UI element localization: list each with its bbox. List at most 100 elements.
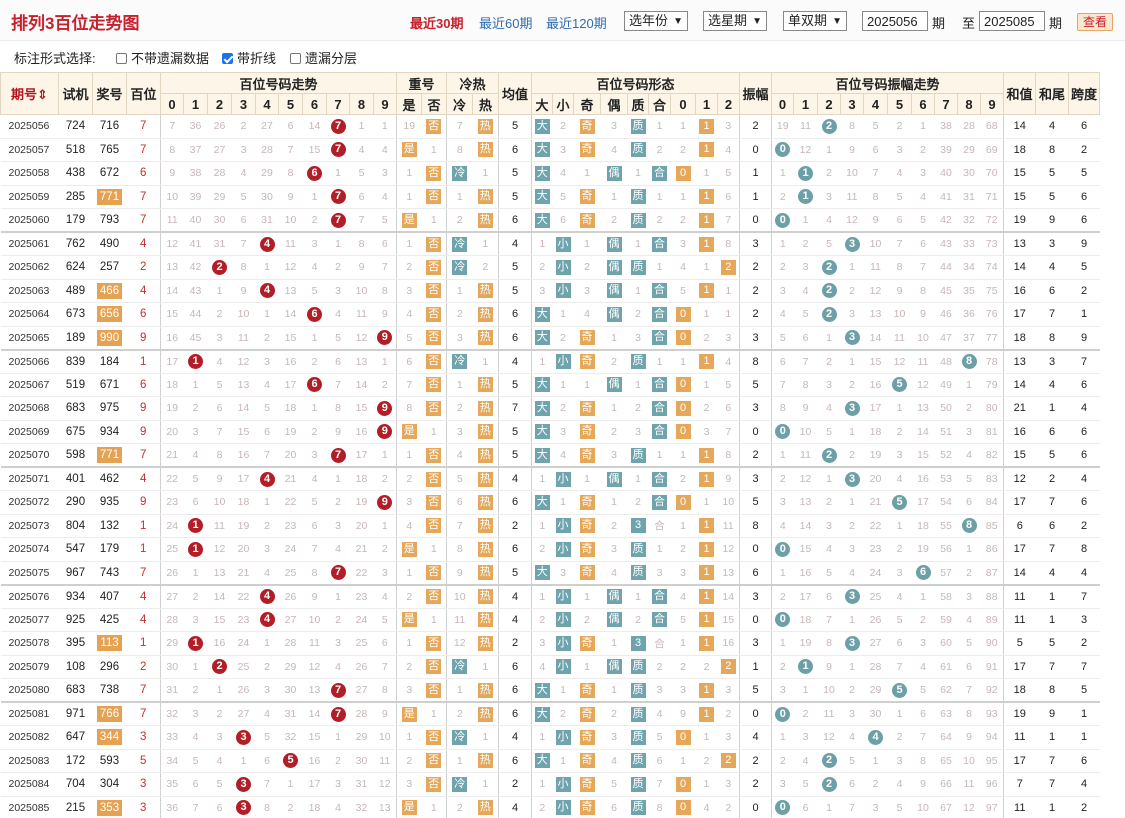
table-row: 2025062 624 257 2 13 42 2 8 1 12 4 2 9 7 2 否冷 2 5 2 小 2 偶质 1 4 1…	[0, 255, 1100, 280]
form-omission-cell: 5	[717, 161, 740, 186]
option-line[interactable]: 带折线	[222, 48, 276, 67]
amplitude-cell: 5	[739, 490, 772, 515]
test-number-cell: 624	[58, 255, 93, 280]
amp-omission-cell: 11	[840, 185, 864, 209]
recent-120-link[interactable]: 最近120期	[546, 16, 607, 31]
parity-select[interactable]: 单双期 ▼	[783, 11, 847, 31]
hot-badge: 热	[477, 565, 493, 580]
amp-omission-cell: 12	[911, 373, 935, 397]
col-issue[interactable]: 期号⇕	[0, 72, 59, 115]
test-number-cell: 647	[58, 725, 93, 750]
amp-omission-cell: 93	[980, 702, 1004, 726]
form-badge: 小	[555, 729, 571, 745]
amp-omission-cell: 5	[887, 608, 912, 632]
trend-omission-cell: 3	[183, 420, 208, 444]
table-row: 2025061 762 490 4 12 41 31 7 4 11 3 1 8 6 1 否冷 1 4 1 小 1 偶 1 合 3…	[0, 232, 1100, 256]
trend-omission-cell: 16	[349, 420, 374, 444]
amplitude-cell: 0	[739, 138, 772, 162]
form-omission-cell: 1	[670, 631, 696, 656]
amp-omission-cell: 10	[887, 302, 912, 327]
amp-hit-cell: 1	[793, 161, 818, 186]
amp-omission-cell: 68	[980, 114, 1004, 139]
form-badge: 小	[555, 283, 571, 299]
table-row: 2025084 704 304 3 35 6 5 3 7 1 17 3 31 12 3 否冷 1 2 1 小奇 5 质 7 0…	[0, 772, 1100, 797]
repeat-badge: 否	[426, 659, 442, 675]
trend-omission-cell: 6	[278, 114, 303, 139]
year-select[interactable]: 选年份 ▼	[624, 11, 688, 31]
amp-omission-cell: 46	[934, 302, 958, 327]
options-label: 标注形式选择:	[14, 51, 96, 66]
col-hot: 热	[472, 93, 499, 115]
repeat-cell: 2	[396, 749, 422, 773]
table-row: 2025080 683 738 7 31 2 1 26 3 30 13 7 27 8 3 否 1 热 6 大 1 奇 1 质 3…	[0, 678, 1100, 703]
form-badge: 质	[630, 142, 646, 158]
repeat-cell: 4	[396, 302, 422, 327]
amp-omission-cell: 43	[934, 232, 958, 256]
col-big: 大	[531, 93, 553, 115]
repeat-cell: 1	[421, 796, 447, 818]
form-hit-cell: 1	[695, 561, 718, 586]
trend-omission-cell: 2	[302, 349, 327, 374]
amp-omission-cell: 3	[840, 702, 864, 726]
trend-omission-cell: 1	[302, 185, 327, 209]
hotcold-cell: 2	[446, 208, 473, 233]
form-hit-cell: 大	[531, 208, 553, 233]
award-cell: 490	[92, 232, 127, 256]
hot-badge: 热	[477, 612, 493, 628]
sort-icon[interactable]: ⇕	[37, 87, 48, 102]
amp-omission-cell: 3	[957, 420, 981, 444]
repeat-cell: 否	[421, 655, 447, 679]
option-layer[interactable]: 遗漏分层	[290, 48, 357, 67]
hundred-digit-cell: 2	[126, 655, 161, 679]
hundred-digit-cell: 9	[126, 490, 161, 515]
query-button[interactable]: 查看	[1077, 13, 1113, 31]
repeat-cell: 1	[396, 232, 422, 256]
amp-omission-cell: 70	[980, 161, 1004, 186]
checkbox-icon[interactable]	[290, 53, 301, 64]
start-issue-input[interactable]	[862, 11, 928, 31]
end-issue-input[interactable]	[979, 11, 1045, 31]
checkbox-icon[interactable]	[222, 53, 233, 64]
checkbox-icon[interactable]	[116, 53, 127, 64]
trend-hit-cell: 7	[326, 114, 350, 139]
form-hit-cell: 0	[670, 373, 696, 397]
trend-omission-cell: 6	[207, 796, 232, 818]
trend-omission-cell: 31	[278, 702, 303, 726]
form-omission-cell: 1	[717, 279, 740, 303]
form-badge: 大	[534, 400, 550, 416]
amp-hit-cell: 2	[817, 443, 841, 468]
form-omission-cell: 1	[573, 467, 601, 491]
form-omission-cell: 3	[627, 326, 649, 351]
form-badge: 质	[630, 212, 646, 228]
form-hit-cell: 小	[552, 725, 574, 750]
trend-ball: 7	[330, 447, 346, 463]
amp-omission-cell: 12	[793, 138, 818, 162]
amp-omission-cell: 7	[911, 725, 935, 750]
form-badge: 2	[720, 259, 736, 275]
form-hit-cell: 小	[552, 631, 574, 656]
hotcold-cell: 8	[446, 537, 473, 562]
recent-30-link[interactable]: 最近30期	[410, 16, 464, 31]
weekday-select[interactable]: 选星期 ▼	[703, 11, 767, 31]
amp-digit-8: 8	[957, 93, 981, 115]
repeat-cell: 1	[421, 702, 447, 726]
form-omission-cell: 1	[552, 678, 574, 703]
award-cell: 672	[92, 161, 127, 186]
repeat-cell: 3	[396, 678, 422, 703]
amp-ball: 1	[798, 189, 813, 205]
amp-omission-cell: 4	[840, 725, 864, 750]
span-cell: 5	[1068, 678, 1100, 703]
trend-ball: 7	[330, 565, 346, 580]
sum-tail-cell: 7	[1035, 655, 1069, 679]
amp-omission-cell: 1	[863, 749, 888, 773]
form-omission-cell: 1	[531, 232, 553, 256]
trend-hit-cell: 7	[326, 678, 350, 703]
repeat-badge: 否	[426, 589, 442, 604]
option-no-omission[interactable]: 不带遗漏数据	[116, 48, 209, 67]
form-hit-cell: 1	[695, 208, 718, 233]
form-badge: 大	[534, 189, 550, 205]
recent-60-link[interactable]: 最近60期	[479, 16, 533, 31]
trend-omission-cell: 10	[160, 185, 184, 209]
trend-omission-cell: 5	[349, 161, 374, 186]
table-row: 2025082 647 344 3 33 4 3 3 5 32 15 1 29 10 1 否冷 1 4 1 小奇 3 质 5…	[0, 725, 1100, 750]
